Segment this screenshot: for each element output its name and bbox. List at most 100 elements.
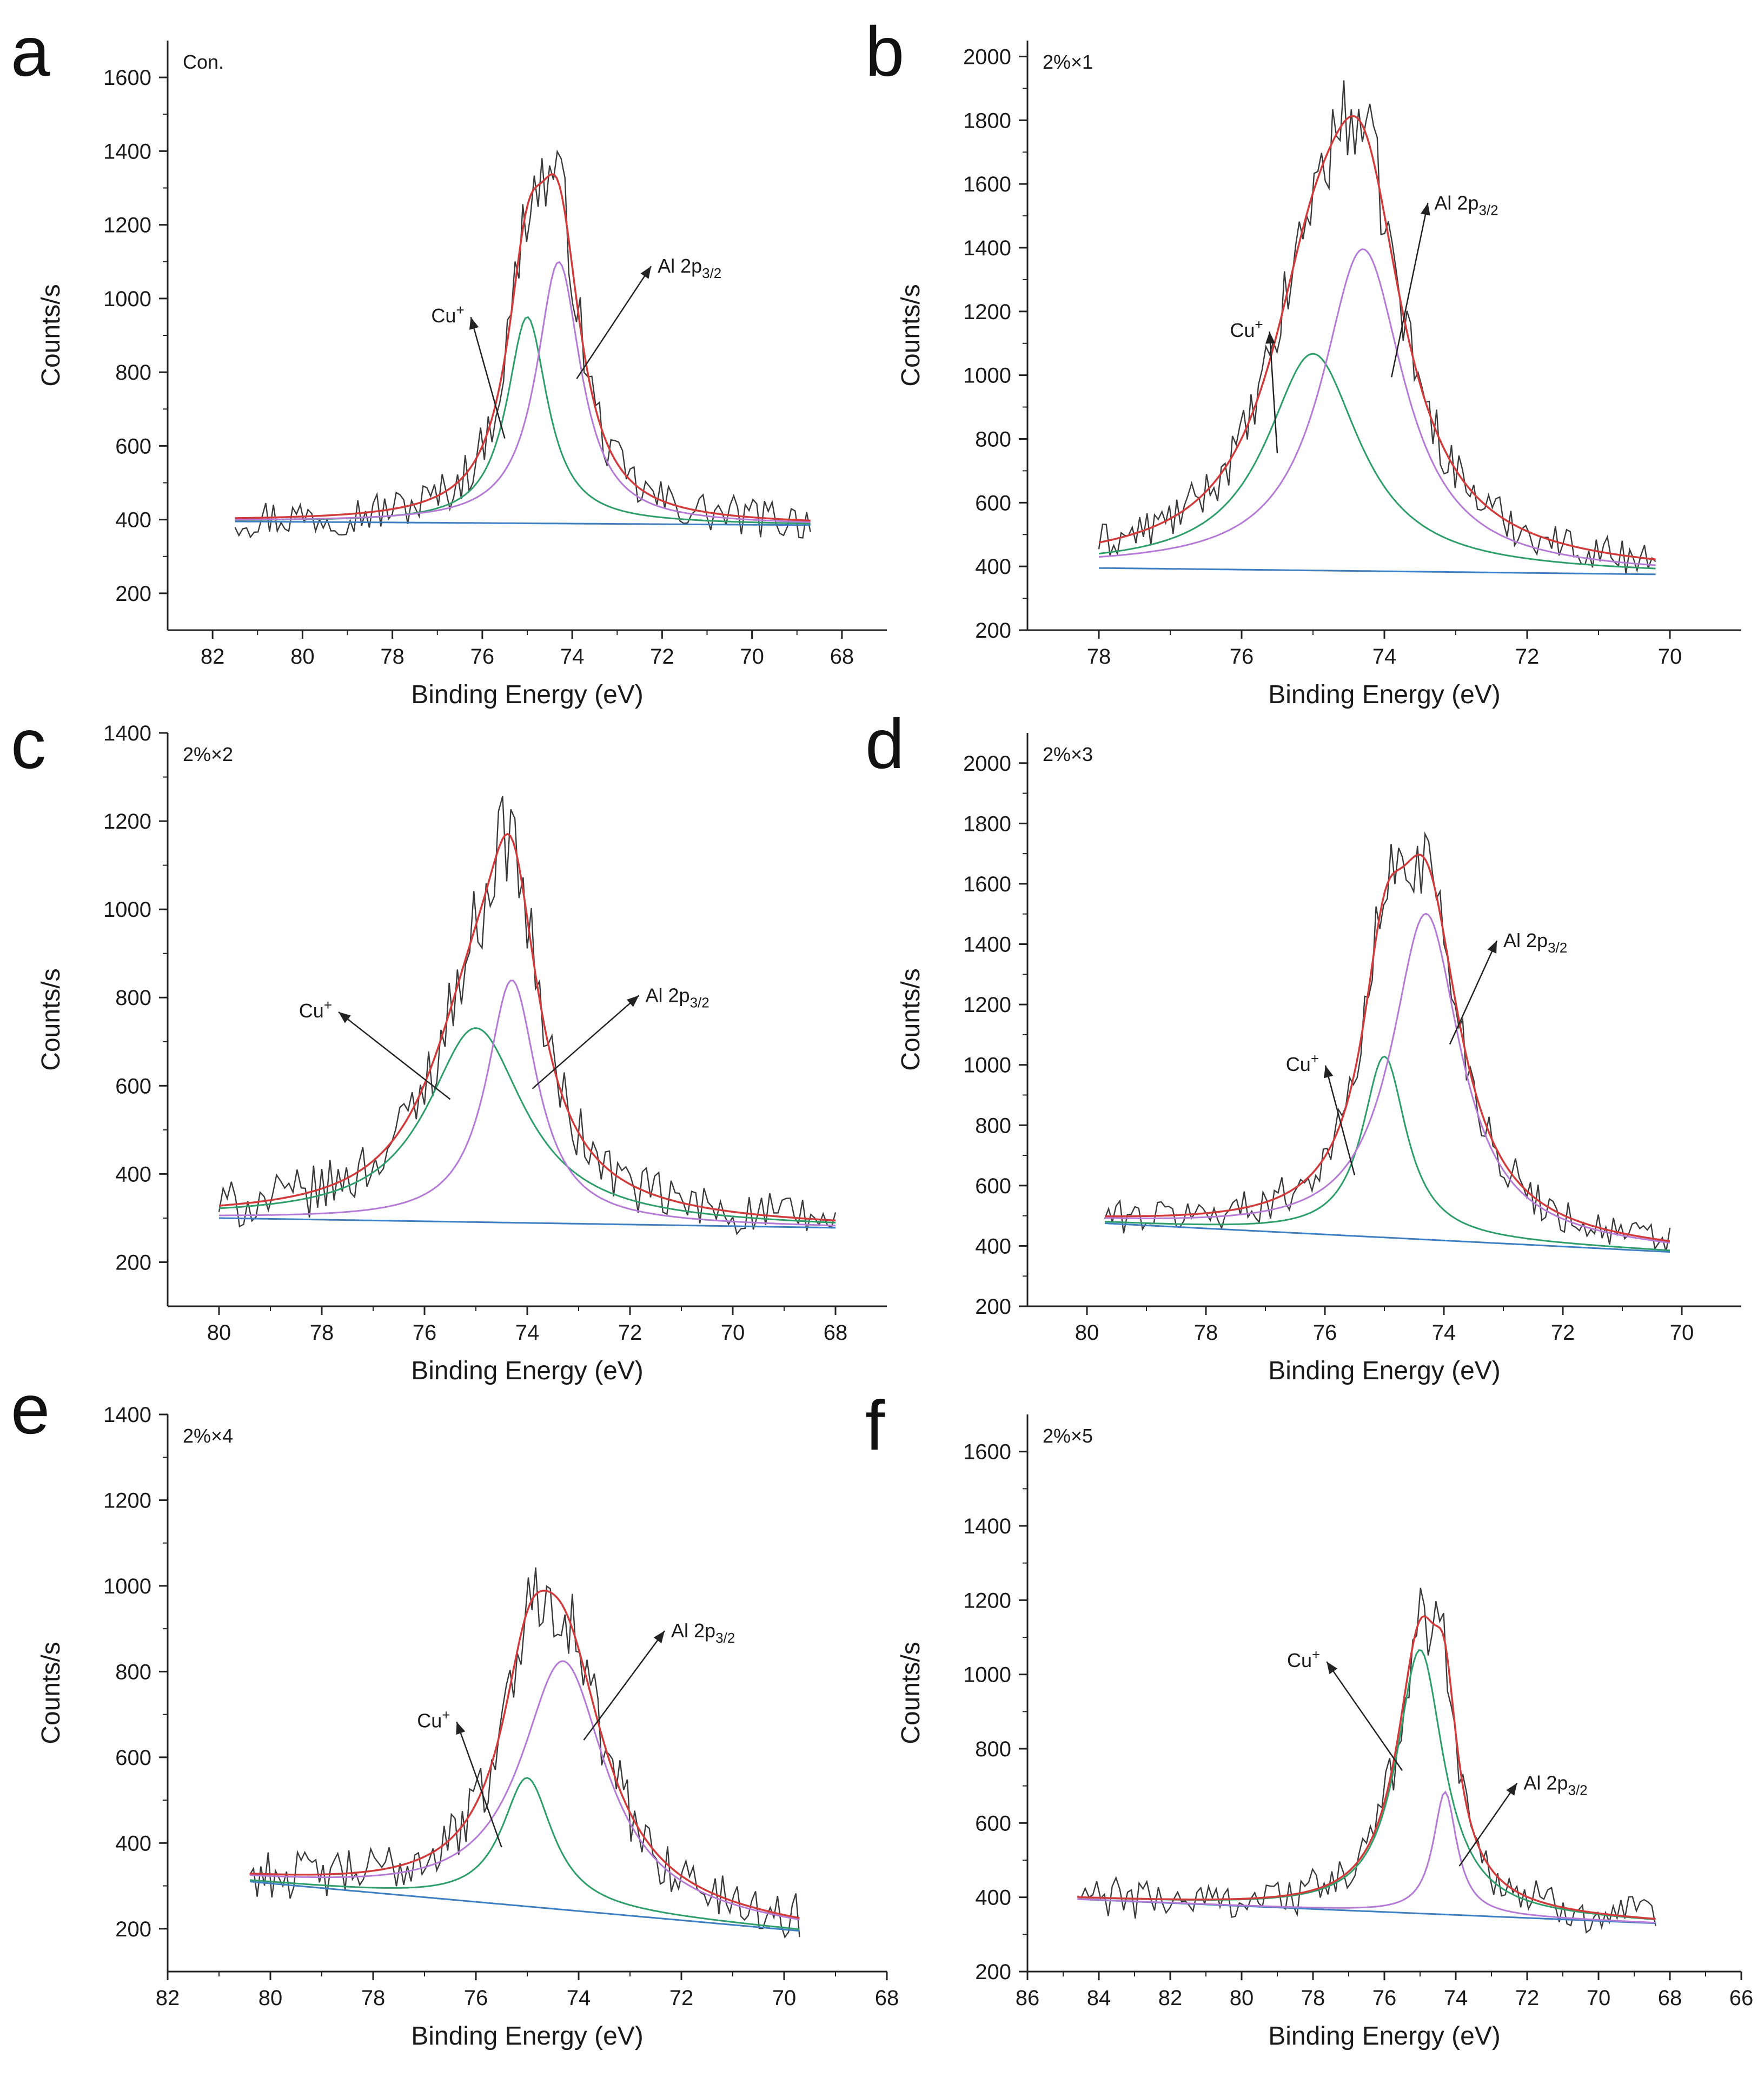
envelope-fit-line (1105, 854, 1670, 1242)
y-tick-label: 200 (975, 1960, 1011, 1984)
y-tick-label: 1400 (103, 1403, 151, 1427)
y-tick-label: 1200 (963, 993, 1011, 1017)
background-line (249, 1881, 800, 1932)
cu-annotation-arrow-head (1327, 1661, 1338, 1675)
al-annotation-arrow-head (1487, 941, 1497, 954)
al-component-line (235, 261, 811, 523)
y-tick-label: 400 (115, 508, 151, 532)
x-tick-label: 70 (740, 645, 764, 669)
x-tick-label: 74 (515, 1321, 540, 1345)
y-tick-label: 1200 (103, 214, 151, 237)
panel-c: c 2%×2 200 400 600 800 1000 1200 1400 80 78 76 74 72 7… (11, 704, 887, 1385)
al-peak-label: Al 2p3/2 (1523, 1772, 1587, 1798)
y-tick-label: 1000 (103, 898, 151, 922)
panel-letter: d (865, 704, 904, 783)
cu-component-line (1104, 1055, 1670, 1252)
sample-label: 2%×5 (1043, 1425, 1093, 1447)
x-axis-title: Binding Energy (eV) (1268, 1357, 1501, 1385)
panel-letter: c (11, 704, 46, 783)
x-tick-label: 80 (290, 645, 315, 669)
background-line (1098, 567, 1656, 576)
panel-f: f 2%×5 200 400 600 800 1000 1200 1400 1600 86 84 82 8… (865, 1386, 1753, 2051)
cu-component-line (218, 1027, 836, 1224)
x-tick-label: 86 (1016, 1986, 1040, 2010)
x-tick-label: 72 (1551, 1321, 1575, 1345)
y-tick-label: 1600 (963, 872, 1011, 896)
x-tick-label: 76 (413, 1321, 437, 1345)
x-tick-label: 82 (156, 1986, 180, 2010)
x-axis-title: Binding Energy (eV) (1268, 680, 1501, 709)
x-tick-label: 68 (1658, 1986, 1682, 2010)
background-line (1104, 1222, 1670, 1253)
raw-spectrum-line (234, 149, 811, 539)
y-tick-label: 1800 (963, 812, 1011, 836)
al-peak-label: Al 2p3/2 (646, 984, 709, 1010)
y-tick-label: 600 (115, 434, 151, 458)
y-tick-label: 1000 (963, 364, 1011, 388)
y-axis-title: Counts/s (897, 1642, 925, 1744)
al-component-line (249, 1660, 800, 1921)
x-tick-label: 70 (1587, 1986, 1611, 2010)
panel-letter: f (865, 1386, 885, 1465)
x-tick-label: 72 (1515, 645, 1540, 669)
y-tick-label: 800 (115, 986, 151, 1010)
x-tick-label: 72 (618, 1321, 642, 1345)
panel-e: e 2%×4 200 400 600 800 1000 1200 1400 82 80 78 76 74 7… (11, 1370, 899, 2051)
x-tick-label: 78 (310, 1321, 334, 1345)
envelope-fit-line (1077, 1615, 1656, 1920)
sample-label: 2%×4 (183, 1425, 233, 1447)
x-tick-label: 74 (567, 1986, 591, 2010)
al-component-line (219, 980, 836, 1227)
al-peak-label: Al 2p3/2 (1503, 929, 1567, 956)
cu-annotation-arrow (1326, 1661, 1403, 1771)
y-tick-label: 400 (115, 1162, 151, 1186)
al-annotation-arrow-head (627, 995, 639, 1007)
y-tick-label: 1200 (963, 300, 1011, 324)
al-annotation-arrow-head (1421, 203, 1430, 216)
cu-peak-label: Cu+ (1286, 1050, 1319, 1075)
y-tick-label: 600 (115, 1746, 151, 1770)
y-tick-label: 1400 (963, 1515, 1011, 1538)
y-tick-label: 2000 (963, 45, 1011, 69)
x-tick-label: 78 (361, 1986, 386, 2010)
x-tick-label: 74 (1372, 645, 1397, 669)
x-tick-label: 70 (1670, 1321, 1694, 1345)
al-peak-label: Al 2p3/2 (658, 255, 721, 281)
y-tick-label: 800 (975, 1737, 1011, 1761)
al-annotation-arrow-head (640, 266, 652, 279)
envelope-fit-line (249, 1590, 800, 1919)
y-tick-label: 400 (975, 1886, 1011, 1910)
y-tick-label: 200 (115, 582, 151, 606)
cu-component-line (1098, 353, 1656, 570)
x-tick-label: 70 (772, 1986, 797, 2010)
cu-annotation-arrow-head (1265, 331, 1275, 344)
x-tick-label: 66 (1729, 1986, 1754, 2010)
al-annotation-arrow (1390, 203, 1429, 378)
cu-component-line (249, 1777, 800, 1930)
al-annotation-arrow (532, 995, 640, 1089)
y-tick-label: 1400 (963, 933, 1011, 957)
x-tick-label: 74 (1444, 1986, 1468, 2010)
panel-letter: a (11, 12, 50, 91)
x-tick-label: 82 (1158, 1986, 1183, 2010)
al-annotation-arrow (583, 1630, 666, 1741)
x-tick-label: 70 (1658, 645, 1682, 669)
x-tick-label: 82 (201, 645, 225, 669)
sample-label: 2%×3 (1043, 743, 1093, 765)
raw-spectrum-line (1104, 831, 1671, 1253)
x-tick-label: 80 (258, 1986, 283, 2010)
cu-annotation-arrow (1269, 331, 1278, 453)
x-axis-title: Binding Energy (eV) (411, 2022, 644, 2051)
panel-b: b 2%×1 200 400 600 800 1000 1200 1400 1600 1800 200… (865, 12, 1741, 709)
cu-annotation-arrow-head (456, 1722, 466, 1735)
panel-letter: b (865, 12, 904, 91)
background-line (235, 520, 811, 526)
y-tick-label: 200 (115, 1917, 151, 1941)
x-tick-label: 78 (380, 645, 404, 669)
x-tick-label: 72 (1515, 1986, 1540, 2010)
y-tick-label: 1200 (103, 1489, 151, 1512)
al-annotation-arrow (576, 266, 652, 379)
al-annotation-arrow-head (1506, 1783, 1517, 1796)
cu-peak-label: Cu+ (431, 302, 464, 327)
x-tick-label: 84 (1087, 1986, 1111, 2010)
